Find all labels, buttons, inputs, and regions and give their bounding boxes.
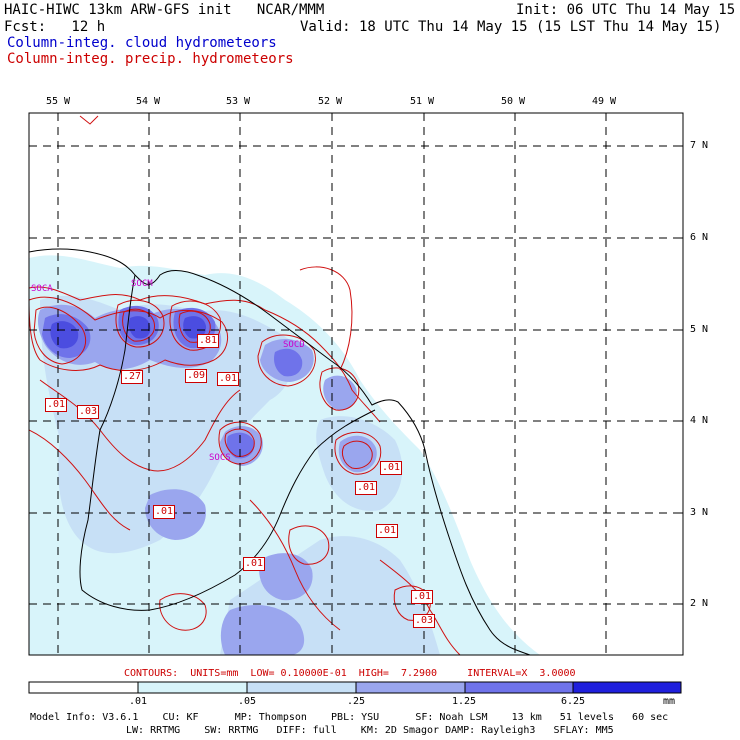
contour-label: .01 <box>355 481 378 495</box>
colorbar-tick: 1.25 <box>452 696 477 707</box>
contour-label: .01 <box>217 372 240 386</box>
model-info-line-1: Model Info: V3.6.1 CU: KF MP: Thompson P… <box>30 712 669 723</box>
colorbar-tick: 6.25 <box>561 696 586 707</box>
colorbar-units: mm <box>663 696 676 707</box>
lon-label: 55 W <box>46 96 71 107</box>
lat-label: 5 N <box>690 324 709 335</box>
contour-label: .09 <box>185 369 208 383</box>
colorbar-tick: .05 <box>238 696 257 707</box>
station-label: SOCS <box>209 453 231 463</box>
lon-label: 49 W <box>592 96 617 107</box>
valid-time: Valid: 18 UTC Thu 14 May 15 (15 LST Thu … <box>300 19 722 35</box>
colorbar-tick: .01 <box>129 696 148 707</box>
coastline <box>28 248 531 656</box>
contour-label: .01 <box>243 557 266 571</box>
contour-label: .01 <box>411 590 434 604</box>
lon-label: 54 W <box>136 96 161 107</box>
colorbar-tick: .25 <box>347 696 366 707</box>
lon-label: 50 W <box>501 96 526 107</box>
contour-label: .01 <box>376 524 399 538</box>
contour-label: .01 <box>153 505 176 519</box>
station-label: SOCA <box>31 284 53 294</box>
lon-label: 51 W <box>410 96 435 107</box>
contour-label: .01 <box>45 398 68 412</box>
contour-label: .01 <box>380 461 403 475</box>
map-frame <box>28 112 684 656</box>
contour-label: .81 <box>197 334 220 348</box>
lat-label: 2 N <box>690 598 709 609</box>
lat-label: 4 N <box>690 415 709 426</box>
station-label: SOCD <box>283 340 305 350</box>
lat-label: 3 N <box>690 507 709 518</box>
contour-label: .27 <box>121 370 144 384</box>
contour-label: .03 <box>77 405 100 419</box>
forecast-hour: Fcst: 12 h <box>4 19 106 35</box>
station-label: SOCM <box>131 279 153 289</box>
lat-label: 7 N <box>690 140 709 151</box>
frame-ticks <box>57 113 683 605</box>
legend-precip-hydrometeors: Column-integ. precip. hydrometeors <box>7 51 294 67</box>
lon-label: 52 W <box>318 96 343 107</box>
cloud-shading <box>29 255 540 655</box>
lat-lon-grid <box>29 113 683 655</box>
init-time: Init: 06 UTC Thu 14 May 15 <box>516 2 736 18</box>
model-info-line-2: LW: RRTMG SW: RRTMG DIFF: full KM: 2D Sm… <box>126 725 614 736</box>
contour-label: .03 <box>413 614 436 628</box>
map-title: HAIC-HIWC 13km ARW-GFS init NCAR/MMM <box>4 2 325 18</box>
contours-info: CONTOURS: UNITS=mm LOW= 0.10000E-01 HIGH… <box>124 668 576 679</box>
lat-label: 6 N <box>690 232 709 243</box>
legend-cloud-hydrometeors: Column-integ. cloud hydrometeors <box>7 35 277 51</box>
lon-label: 53 W <box>226 96 251 107</box>
